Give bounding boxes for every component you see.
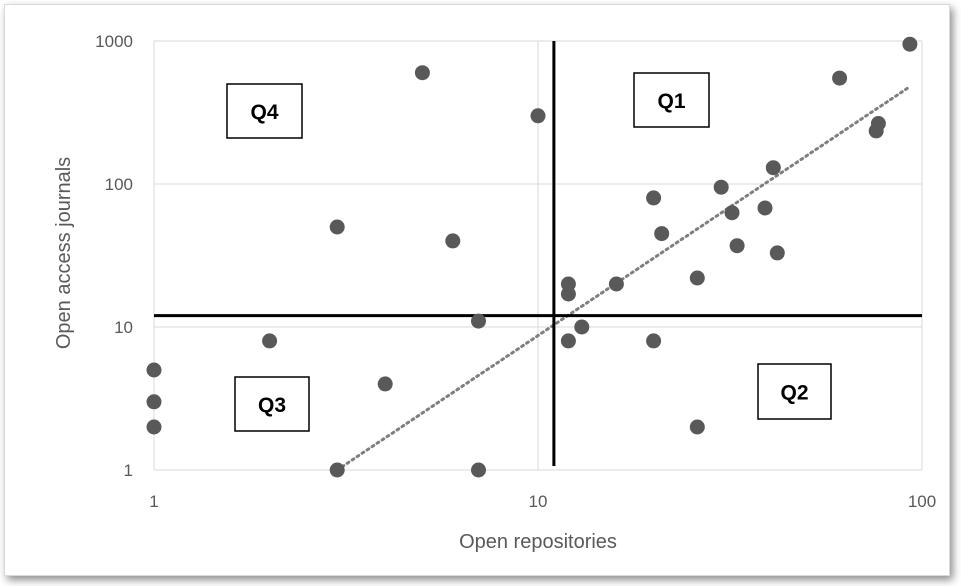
quadrant-box [633, 72, 710, 128]
quadrant-box [234, 376, 310, 432]
chart-frame [4, 4, 950, 576]
quadrant-box [226, 83, 303, 139]
data-point [724, 205, 740, 221]
data-point [574, 319, 590, 335]
data-point [377, 376, 393, 392]
data-point [471, 313, 486, 329]
data-point [654, 226, 670, 242]
data-point [530, 108, 546, 124]
y-tick-label: 1 [124, 461, 133, 480]
data-point [832, 70, 848, 86]
quadrant-labels: Q1 Q2 Q3 Q4 [226, 72, 832, 432]
data-point [689, 419, 705, 435]
y-tick-label: 10 [114, 318, 133, 337]
quadrant-label-q2: Q2 [757, 363, 832, 420]
quadrant-dividers [154, 41, 922, 466]
data-point [608, 276, 624, 292]
x-tick-label: 100 [908, 492, 936, 511]
data-point [329, 462, 345, 478]
quadrant-text: Q2 [780, 382, 808, 405]
quadrant-label-q1: Q1 [633, 72, 710, 128]
data-point [560, 286, 576, 302]
data-point [445, 233, 461, 249]
data-point [329, 219, 345, 235]
data-point [560, 333, 576, 349]
data-point [262, 333, 278, 349]
data-point [729, 238, 745, 254]
data-point [713, 179, 729, 195]
x-axis-title: Open repositories [459, 531, 617, 553]
quadrant-text: Q3 [258, 394, 286, 417]
quadrant-box [757, 363, 832, 420]
data-point [146, 394, 162, 410]
data-point [765, 160, 781, 176]
data-point [689, 270, 705, 286]
data-point [769, 245, 785, 261]
data-point [870, 116, 886, 131]
data-point [757, 200, 773, 216]
y-axis-title: Open access journals [53, 157, 75, 349]
data-point [414, 65, 430, 81]
data-point [646, 190, 662, 206]
data-point [146, 362, 162, 378]
trendline [335, 85, 912, 472]
y-tick-label: 1000 [95, 32, 133, 51]
quadrant-label-q4: Q4 [226, 83, 303, 139]
data-point [902, 36, 918, 52]
y-tick-label: 100 [105, 175, 133, 194]
quadrant-text: Q1 [657, 90, 685, 113]
quadrant-text: Q4 [250, 101, 278, 124]
data-point [646, 333, 662, 349]
quadrant-label-q3: Q3 [234, 376, 310, 432]
data-points [146, 36, 918, 478]
data-point [471, 462, 486, 478]
x-tick-label: 1 [149, 492, 158, 511]
x-tick-label: 10 [529, 492, 548, 511]
data-point [146, 419, 162, 435]
tick-labels: 1 10 100 1 10 100 1000 [95, 32, 936, 511]
